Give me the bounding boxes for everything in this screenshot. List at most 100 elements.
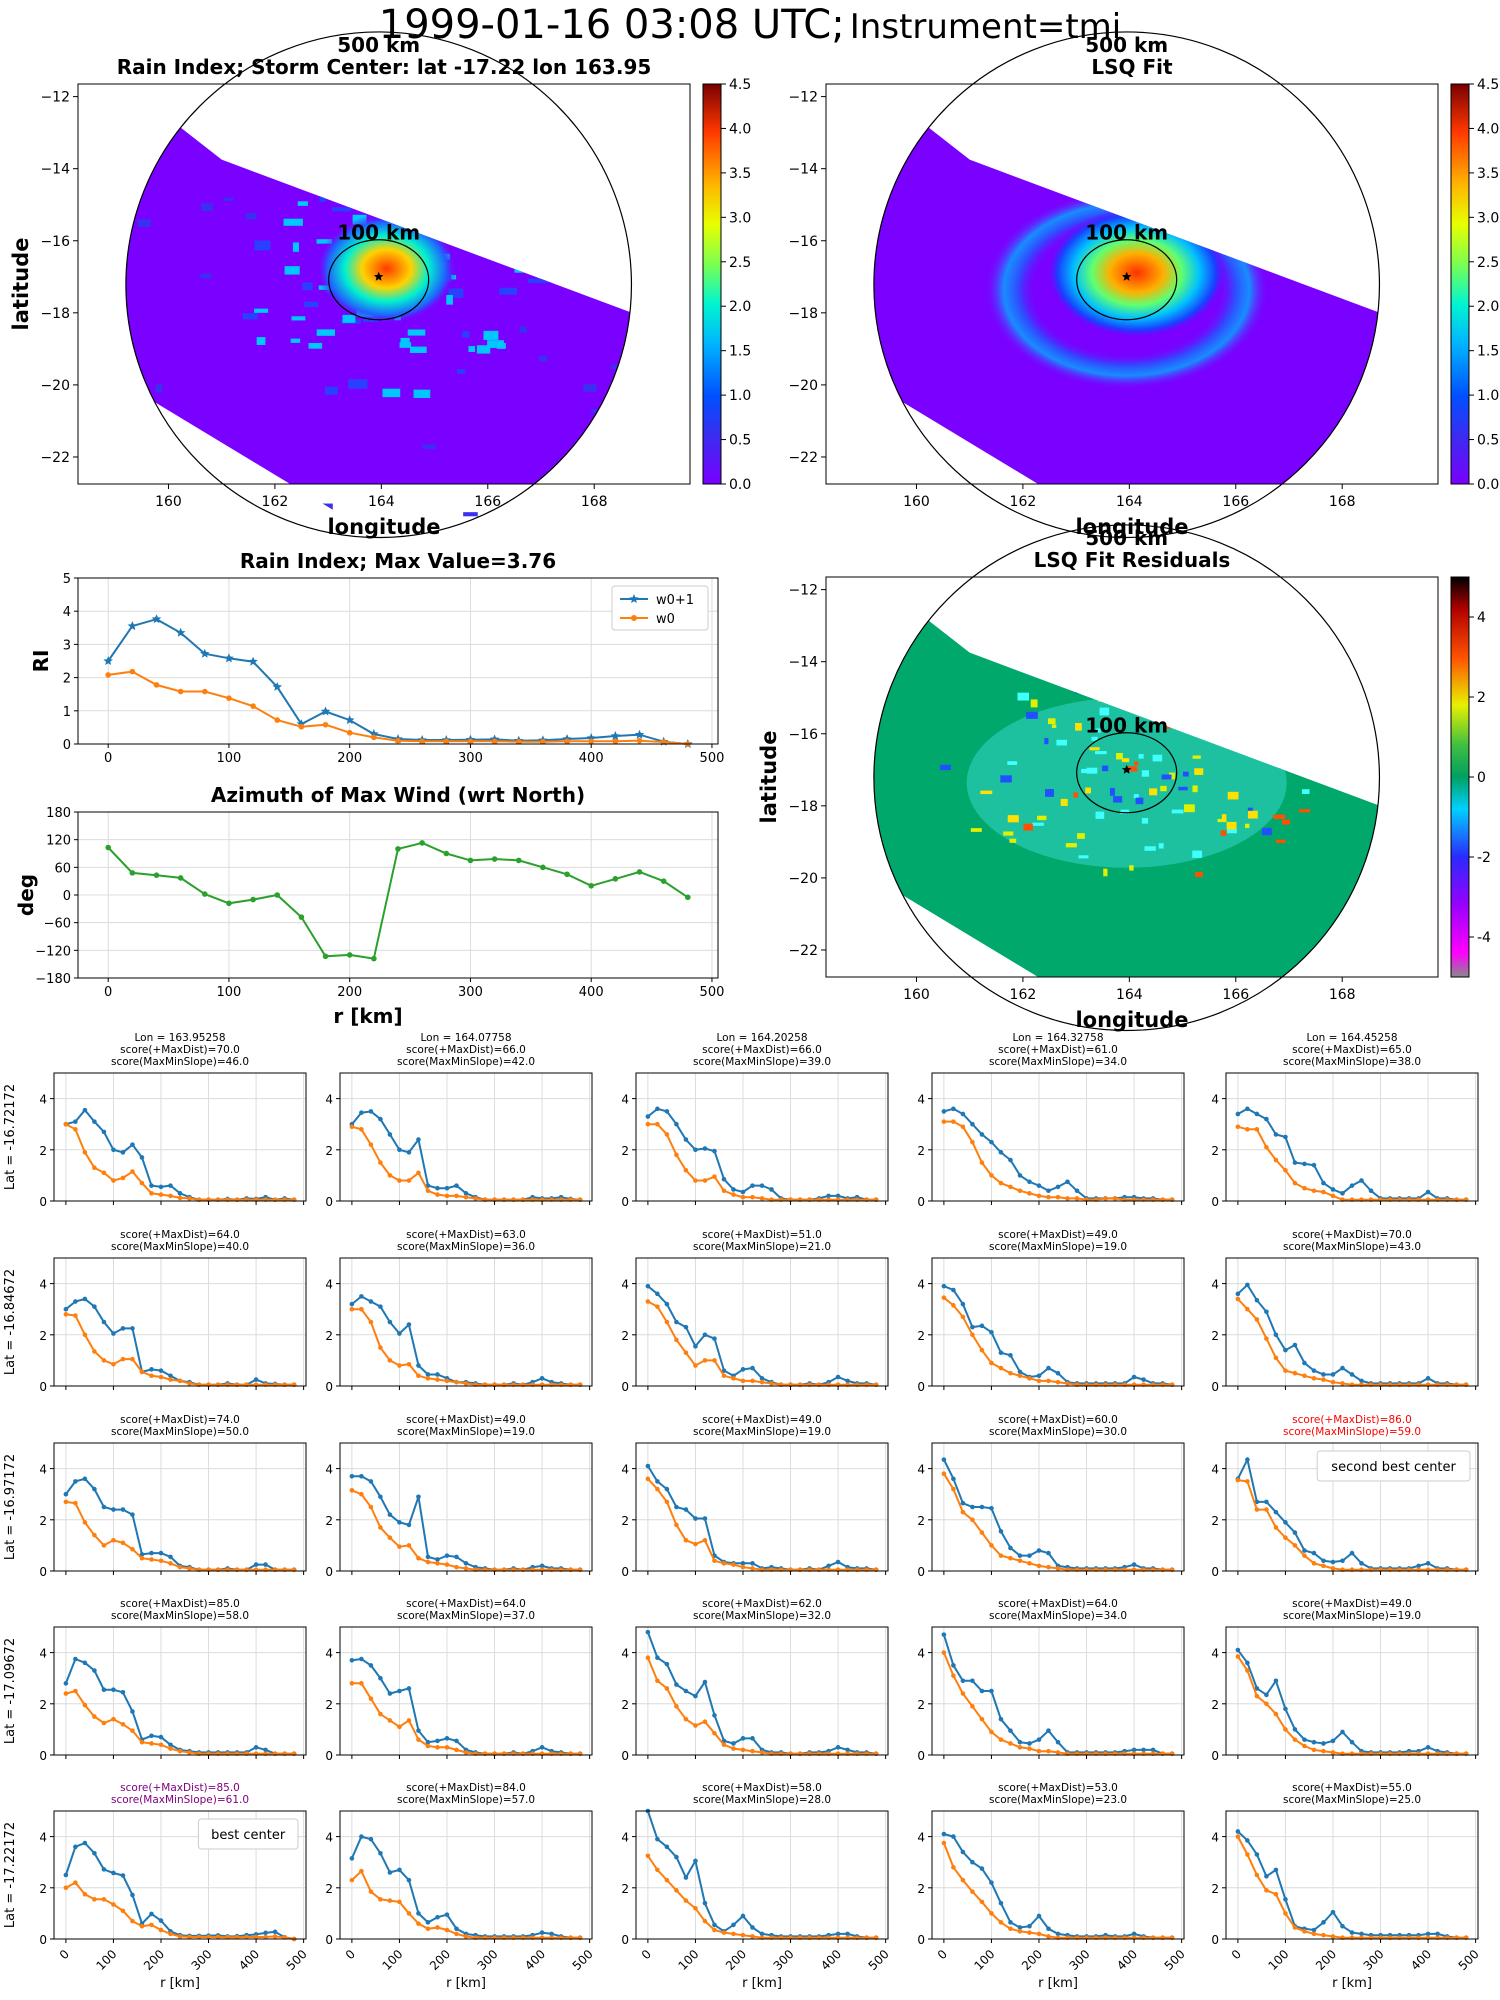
rain-cell (254, 240, 271, 251)
data-point (168, 1561, 173, 1566)
data-point (664, 1499, 670, 1505)
data-point (435, 1185, 440, 1191)
y-tick-label: −16 (40, 234, 70, 250)
x-tick-label: 168 (1329, 987, 1356, 1003)
data-point (387, 1691, 393, 1696)
data-point (463, 1934, 469, 1939)
rain-cell (407, 329, 426, 336)
residual-cell (1184, 804, 1195, 813)
y-tick-label: 0 (325, 1195, 333, 1209)
data-point (187, 1750, 192, 1755)
data-point (1254, 1686, 1260, 1691)
y-tick-label: −22 (40, 450, 70, 466)
data-point (130, 1512, 135, 1517)
data-point (168, 1373, 173, 1379)
data-point (951, 1119, 956, 1124)
data-point (473, 1196, 478, 1201)
data-point (1008, 1370, 1013, 1376)
x-tick-label: 500 (1162, 1947, 1188, 1973)
axes-frame (339, 1072, 593, 1202)
residual-cell (1003, 831, 1014, 836)
x-tick-label: 300 (1361, 1947, 1387, 1973)
y-tick-label: 4 (621, 1093, 629, 1107)
rain-cell (342, 314, 356, 323)
data-point (1046, 1194, 1051, 1200)
data-point (111, 1507, 116, 1512)
rain-cell (549, 277, 559, 283)
data-point (1245, 1457, 1250, 1462)
rain-cell (555, 223, 563, 230)
data-point (951, 1303, 956, 1308)
data-point (158, 1184, 164, 1190)
panel-note: best center (211, 1828, 286, 1843)
data-point (168, 1377, 173, 1382)
data-point (73, 1119, 78, 1124)
data-point (274, 892, 281, 898)
axes-frame (53, 1626, 307, 1756)
data-point (664, 1686, 670, 1691)
rain-cell (463, 512, 478, 517)
data-point (387, 1319, 393, 1325)
panel-note-box (1316, 1450, 1471, 1482)
series-line (647, 1465, 877, 1571)
data-point (1292, 1180, 1298, 1186)
residual-cell (1085, 787, 1091, 794)
data-point (73, 1844, 78, 1850)
data-point (349, 1488, 355, 1493)
data-point (731, 1746, 736, 1751)
data-point (979, 1688, 985, 1694)
ring-100km (328, 239, 430, 321)
data-point (272, 1929, 278, 1935)
y-tick-label: 0 (917, 1380, 925, 1394)
data-point (419, 840, 425, 846)
residual-cell (1298, 809, 1311, 813)
data-point (1027, 1930, 1032, 1935)
data-point (454, 1379, 459, 1385)
data-point (989, 1543, 994, 1548)
rain-cell (601, 262, 613, 266)
data-point (835, 1193, 841, 1199)
data-point (82, 1660, 88, 1666)
data-point (610, 731, 621, 741)
data-point (1027, 1191, 1032, 1196)
rain-cell (519, 326, 527, 333)
data-point (1349, 1930, 1355, 1935)
panel-xlabel: r [km] (742, 1976, 782, 1991)
data-point (1008, 1545, 1013, 1551)
data-point (721, 1176, 727, 1182)
data-point (951, 1476, 956, 1482)
data-point (253, 1377, 259, 1382)
data-point (406, 1911, 412, 1916)
data-point (92, 1897, 97, 1902)
x-tick-label: 300 (458, 985, 483, 1000)
residual-cell (1194, 768, 1204, 775)
x-tick-label: 200 (723, 1947, 749, 1973)
ring-label-100km: 100 km (1085, 714, 1168, 738)
data-point (371, 955, 377, 962)
rain-cell (292, 242, 299, 252)
data-point (655, 1304, 660, 1309)
rain-cell (446, 294, 453, 305)
data-point (683, 1716, 689, 1722)
data-point (1302, 1743, 1307, 1749)
data-point (750, 1561, 755, 1566)
data-point (105, 672, 111, 678)
data-point (693, 1905, 698, 1911)
data-point (655, 1867, 660, 1873)
data-point (397, 1363, 402, 1368)
data-point (263, 1562, 268, 1567)
data-point (683, 1324, 689, 1330)
data-point (655, 1479, 660, 1484)
residual-cell (1065, 843, 1077, 848)
data-point (1330, 1559, 1336, 1565)
data-point (120, 1908, 126, 1914)
data-point (1283, 1520, 1288, 1525)
data-point (120, 1540, 126, 1546)
residual-cell (1109, 787, 1115, 796)
data-point (111, 1331, 116, 1336)
data-point (1368, 1188, 1374, 1194)
data-point (120, 1721, 126, 1727)
candidate-panel: 0 2 4 Lon = 164.45258score(+MaxDist)=65.0sc… (1211, 1032, 1479, 1209)
data-point (129, 668, 136, 675)
panel-score-label: score(+MaxDist)=61.0 (998, 1044, 1118, 1056)
